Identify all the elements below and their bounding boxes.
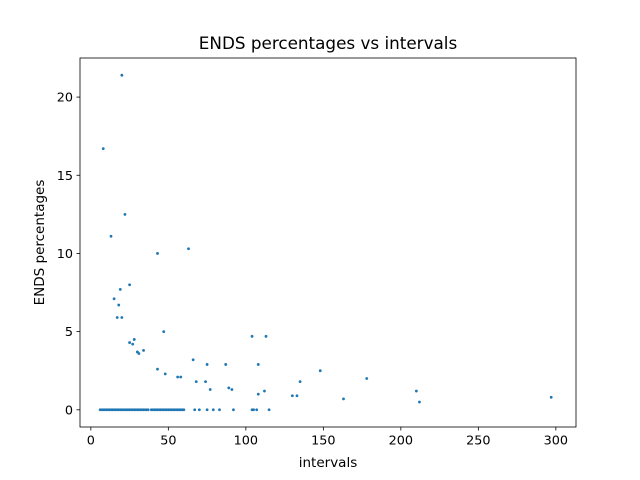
data-point [112, 297, 116, 301]
data-point [137, 352, 141, 355]
data-point [176, 375, 180, 379]
data-point [128, 283, 132, 287]
x-tick-label: 300 [544, 434, 568, 449]
x-tick-label: 150 [311, 434, 335, 449]
data-point [205, 408, 209, 412]
data-point [142, 348, 145, 352]
data-point [224, 363, 228, 366]
data-point [256, 392, 260, 396]
y-tick-label: 20 [57, 91, 73, 106]
data-point [109, 234, 113, 238]
x-tick-label: 200 [389, 434, 413, 449]
plot-frame [79, 57, 577, 428]
data-point [267, 408, 271, 412]
data-point [227, 386, 231, 390]
data-point [156, 367, 159, 371]
data-point [264, 334, 268, 338]
data-point [232, 408, 235, 412]
y-tick-label: 10 [57, 247, 73, 262]
data-point [218, 408, 221, 412]
data-point [250, 334, 254, 338]
data-points [98, 73, 553, 412]
data-point [118, 288, 122, 291]
data-point [131, 342, 135, 346]
data-point [120, 73, 124, 77]
data-point [193, 408, 197, 412]
y-tick-label: 5 [65, 325, 73, 340]
x-tick-label: 50 [160, 434, 176, 449]
data-point [120, 316, 124, 319]
data-point [318, 369, 322, 373]
data-point [208, 388, 212, 391]
data-point [194, 380, 198, 384]
data-point [365, 377, 369, 380]
data-point [418, 400, 421, 404]
x-axis-label: intervals [299, 455, 358, 471]
data-point [414, 389, 418, 393]
data-point [117, 303, 121, 307]
y-axis-label: ENDS percentages [32, 180, 48, 306]
data-point [256, 363, 260, 366]
data-point [128, 341, 132, 344]
data-point [298, 380, 302, 384]
x-tick-label: 100 [234, 434, 258, 449]
data-point [255, 408, 259, 412]
y-tick-label: 15 [57, 169, 73, 184]
data-point [115, 316, 119, 319]
data-point [252, 408, 256, 412]
x-tick-label: 250 [466, 434, 490, 449]
axis-ticks: 0 50 100 150 200 250 300 0 5 10 15 20 [57, 91, 568, 449]
data-point [211, 408, 215, 412]
data-point [187, 247, 190, 251]
data-point [101, 147, 105, 151]
chart-title: ENDS percentages vs intervals [199, 33, 457, 53]
data-point [295, 394, 299, 398]
data-point [549, 395, 553, 399]
data-point [342, 397, 345, 401]
data-point [197, 408, 201, 412]
data-point [263, 389, 266, 393]
data-point [123, 212, 127, 216]
data-point [230, 388, 234, 391]
data-point [162, 330, 166, 334]
data-point [182, 408, 186, 412]
data-point [132, 338, 136, 341]
data-point [163, 372, 167, 376]
x-tick-label: 0 [87, 434, 95, 449]
data-point [290, 394, 294, 398]
data-point [191, 358, 195, 362]
data-point [156, 252, 159, 255]
data-point [205, 363, 209, 366]
data-point [179, 375, 183, 379]
data-point [146, 408, 150, 412]
data-point [204, 380, 207, 384]
y-tick-label: 0 [65, 403, 73, 418]
